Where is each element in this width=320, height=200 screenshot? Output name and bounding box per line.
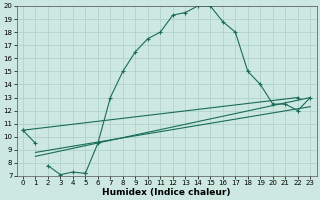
X-axis label: Humidex (Indice chaleur): Humidex (Indice chaleur) [102, 188, 231, 197]
